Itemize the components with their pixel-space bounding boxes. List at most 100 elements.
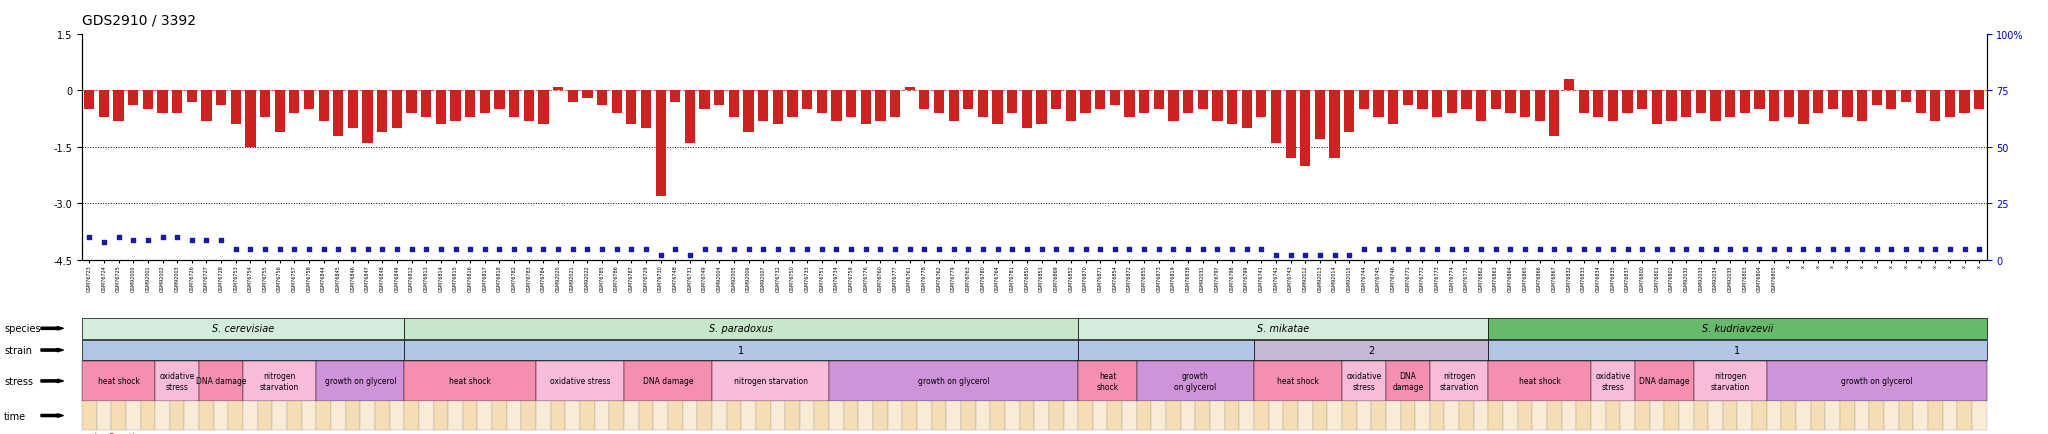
Point (600, 246, 633, 253)
Point (1581, 246, 1614, 253)
Text: S. cerevisiae: S. cerevisiae (211, 324, 274, 333)
Bar (684, 91, 694, 144)
Text: nitrogen starvation: nitrogen starvation (733, 377, 807, 385)
Bar (1798, 91, 1808, 125)
Point (1479, 246, 1511, 253)
Point (1655, 246, 1688, 253)
Point (233, 246, 266, 253)
Point (1128, 246, 1161, 253)
Bar (129, 91, 139, 106)
Point (659, 246, 692, 253)
Point (1919, 246, 1952, 253)
Bar (553, 87, 563, 91)
Point (1333, 253, 1366, 260)
Bar (596, 91, 606, 106)
Bar (143, 91, 154, 110)
Point (219, 246, 252, 253)
Bar (831, 91, 842, 121)
Point (1669, 246, 1702, 253)
Point (88, 239, 121, 246)
Point (1788, 246, 1821, 253)
Point (674, 253, 707, 260)
Point (1640, 246, 1673, 253)
Bar (1139, 91, 1149, 114)
Point (1274, 253, 1307, 260)
Text: DNA damage: DNA damage (643, 377, 692, 385)
Bar (1858, 91, 1868, 121)
Text: DNA damage: DNA damage (1638, 377, 1690, 385)
Point (836, 246, 868, 253)
Point (748, 246, 780, 253)
Point (1362, 246, 1395, 253)
Point (160, 234, 193, 241)
Bar (510, 91, 520, 118)
Bar (1974, 91, 1985, 110)
Point (907, 246, 940, 253)
Point (967, 246, 999, 253)
Bar (963, 91, 973, 110)
Bar (1593, 91, 1604, 118)
Bar (1212, 91, 1223, 121)
Bar (1167, 91, 1178, 121)
Bar (905, 87, 915, 91)
Point (1962, 246, 1995, 253)
Point (586, 246, 618, 253)
Bar (1534, 91, 1544, 121)
Text: S. paradoxus: S. paradoxus (709, 324, 774, 333)
Point (1626, 246, 1659, 253)
Bar (655, 91, 666, 197)
Text: ■ log2 ratio: ■ log2 ratio (82, 432, 141, 434)
Bar (1300, 91, 1311, 166)
Point (1083, 246, 1116, 253)
Point (1407, 246, 1440, 253)
Bar (1286, 91, 1296, 159)
Point (1772, 246, 1804, 253)
Bar (494, 91, 504, 110)
Bar (582, 91, 592, 99)
Bar (201, 91, 211, 121)
Bar (993, 91, 1004, 125)
Point (1026, 246, 1059, 253)
Point (1757, 246, 1790, 253)
Point (1890, 246, 1923, 253)
Bar (1241, 91, 1251, 129)
Point (571, 246, 604, 253)
Point (614, 246, 647, 253)
Bar (1929, 91, 1939, 121)
Text: oxidative
stress: oxidative stress (160, 372, 195, 391)
Bar (874, 91, 885, 121)
Bar (743, 91, 754, 132)
Bar (377, 91, 387, 132)
Point (1845, 246, 1878, 253)
Point (102, 234, 135, 241)
Point (1802, 246, 1835, 253)
Text: nitrogen
starvation: nitrogen starvation (1440, 372, 1479, 391)
Bar (1374, 91, 1384, 118)
Bar (1417, 91, 1427, 110)
Bar (1315, 91, 1325, 140)
Bar (1505, 91, 1516, 114)
Point (483, 246, 516, 253)
Text: growth on glycerol: growth on glycerol (324, 377, 395, 385)
Bar (1812, 91, 1823, 114)
Bar (567, 91, 578, 102)
Point (395, 246, 428, 253)
Point (1143, 246, 1176, 253)
Text: nitrogen
starvation: nitrogen starvation (1710, 372, 1749, 391)
Point (819, 246, 852, 253)
Bar (1272, 91, 1282, 144)
Point (1010, 246, 1042, 253)
Text: oxidative
stress: oxidative stress (1346, 372, 1382, 391)
Point (1700, 246, 1733, 253)
Bar (319, 91, 330, 121)
Text: heat
shock: heat shock (1096, 372, 1118, 391)
Bar (1036, 91, 1047, 125)
Bar (1022, 91, 1032, 129)
Point (1245, 246, 1278, 253)
Point (1171, 246, 1204, 253)
Point (293, 246, 326, 253)
Point (1464, 246, 1497, 253)
Bar (1329, 91, 1339, 159)
Point (1157, 246, 1190, 253)
Bar (1739, 91, 1749, 114)
